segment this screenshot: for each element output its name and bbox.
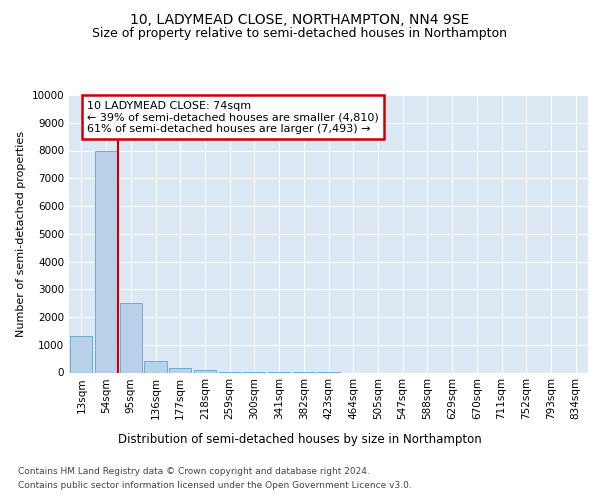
Bar [95,150,117,372]
Y-axis label: Number of semi-detached properties: Number of semi-detached properties [16,130,26,337]
Text: Distribution of semi-detached houses by size in Northampton: Distribution of semi-detached houses by … [118,432,482,446]
Text: 10, LADYMEAD CLOSE, NORTHAMPTON, NN4 9SE: 10, LADYMEAD CLOSE, NORTHAMPTON, NN4 9SE [130,12,470,26]
Bar [169,368,191,372]
Text: Contains public sector information licensed under the Open Government Licence v3: Contains public sector information licen… [18,481,412,490]
Text: Size of property relative to semi-detached houses in Northampton: Size of property relative to semi-detach… [92,28,508,40]
Bar [70,336,92,372]
Bar [145,362,167,372]
Text: 10 LADYMEAD CLOSE: 74sqm
← 39% of semi-detached houses are smaller (4,810)
61% o: 10 LADYMEAD CLOSE: 74sqm ← 39% of semi-d… [87,100,379,134]
Text: Contains HM Land Registry data © Crown copyright and database right 2024.: Contains HM Land Registry data © Crown c… [18,468,370,476]
Bar [194,370,216,372]
Bar [119,303,142,372]
